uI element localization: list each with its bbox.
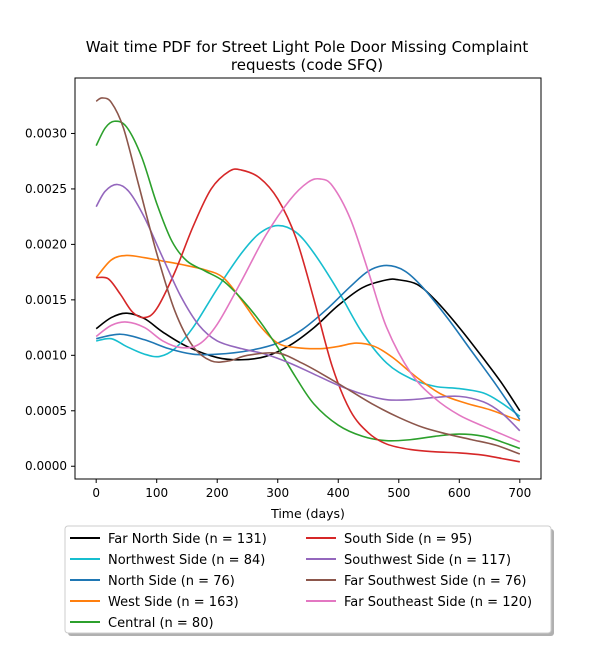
legend-label-3: West Side (n = 163) bbox=[108, 595, 239, 610]
series-line-8 bbox=[95, 177, 521, 443]
plot-area-frame bbox=[74, 77, 542, 480]
legend-label-6: Southwest Side (n = 117) bbox=[344, 553, 511, 568]
chart-subtitle: requests (code SFQ) bbox=[231, 56, 383, 74]
x-tick-label: 100 bbox=[145, 486, 168, 500]
series-line-1 bbox=[96, 224, 521, 417]
series-line-4 bbox=[95, 120, 521, 450]
series-line-7 bbox=[95, 97, 521, 455]
y-tick-label: 0.0010 bbox=[25, 348, 67, 362]
x-tick-label: 700 bbox=[508, 486, 531, 500]
series-layer bbox=[95, 97, 521, 463]
legend-label-5: South Side (n = 95) bbox=[344, 532, 472, 547]
x-tick-label: 400 bbox=[327, 486, 350, 500]
x-tick-label: 600 bbox=[448, 486, 471, 500]
series-line-2 bbox=[96, 264, 521, 421]
legend-label-2: North Side (n = 76) bbox=[108, 574, 235, 589]
y-axis: 0.0000 0.0005 0.0010 0.0015 0.0020 0.0025 0.00… bbox=[25, 126, 75, 473]
legend-label-0: Far North Side (n = 131) bbox=[108, 532, 267, 547]
y-tick-label: 0.0025 bbox=[25, 182, 67, 196]
legend: Far North Side (n = 131) Northwest Side (… bbox=[64, 525, 554, 636]
series-line-5 bbox=[96, 168, 520, 463]
x-tick-label: 0 bbox=[92, 486, 100, 500]
y-tick-label: 0.0005 bbox=[25, 404, 67, 418]
y-tick-label: 0.0015 bbox=[25, 293, 67, 307]
x-tick-label: 200 bbox=[206, 486, 229, 500]
series-line-3 bbox=[95, 254, 521, 422]
x-tick-label: 500 bbox=[387, 486, 410, 500]
x-axis: 0 100 200 300 400 500 600 700 bbox=[92, 479, 531, 500]
y-tick-label: 0.0000 bbox=[25, 459, 67, 473]
chart-title: Wait time PDF for Street Light Pole Door… bbox=[86, 38, 529, 56]
x-tick-label: 300 bbox=[266, 486, 289, 500]
legend-label-8: Far Southeast Side (n = 120) bbox=[344, 595, 532, 610]
legend-label-1: Northwest Side (n = 84) bbox=[108, 553, 265, 568]
series-line-6 bbox=[95, 183, 521, 432]
legend-items: Far North Side (n = 131) Northwest Side (… bbox=[70, 532, 532, 631]
y-tick-label: 0.0030 bbox=[25, 126, 67, 140]
legend-label-4: Central (n = 80) bbox=[108, 616, 214, 631]
legend-label-7: Far Southwest Side (n = 76) bbox=[344, 574, 526, 589]
x-axis-label: Time (days) bbox=[270, 506, 345, 521]
y-tick-label: 0.0020 bbox=[25, 237, 67, 251]
series-line-0 bbox=[95, 278, 521, 412]
